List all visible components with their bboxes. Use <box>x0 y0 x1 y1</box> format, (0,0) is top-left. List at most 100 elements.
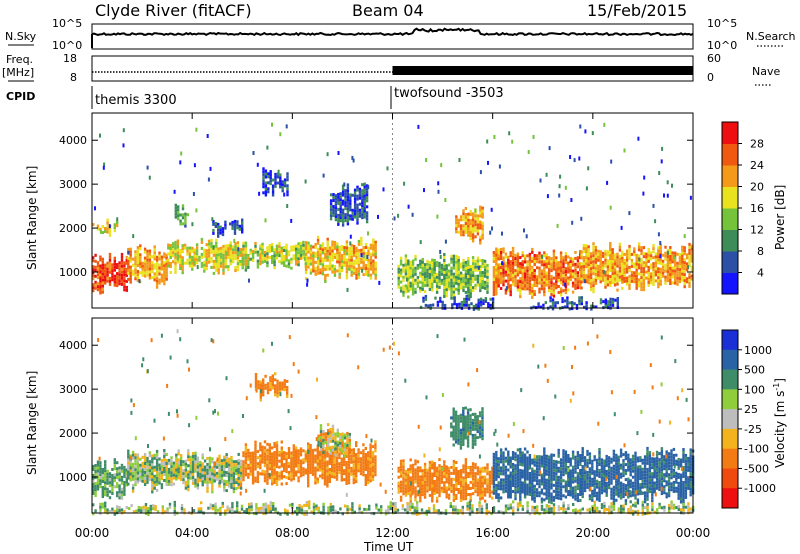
scatter-cell <box>556 223 559 228</box>
range-gate-cell-2 <box>222 253 225 257</box>
range-gate-cell-1 <box>134 456 137 460</box>
range-gate-cell-2 <box>362 464 365 468</box>
range-gate-cell-1 <box>143 247 147 251</box>
range-gate-cell-4 <box>333 264 337 268</box>
range-gate-cell-2 <box>357 469 360 473</box>
range-gate-cell-2 <box>195 252 199 256</box>
range-gate-cell-3 <box>297 260 300 264</box>
range-gate-cell-5 <box>443 490 446 494</box>
range-gate-cell-3 <box>251 259 255 262</box>
range-gate-cell-2 <box>273 469 276 472</box>
range-gate-cell-2 <box>290 472 293 476</box>
range-gate-cell-1 <box>225 474 228 478</box>
range-gate-cell-7 <box>495 289 498 293</box>
range-gate-cell-8 <box>621 274 624 278</box>
range-gate-cell-5 <box>404 257 408 261</box>
range-gate-cell-1 <box>232 466 236 470</box>
range-gate-cell-5 <box>457 473 460 476</box>
range-gate-cell-13 <box>365 220 369 224</box>
range-gate-cell-7 <box>519 271 522 275</box>
range-gate-cell-5 <box>481 478 484 482</box>
range-gate-cell-1 <box>220 477 224 481</box>
range-gate-cell-2 <box>263 452 267 456</box>
scatter-cell <box>196 265 199 270</box>
range-gate-cell-4 <box>321 269 325 273</box>
range-gate-cell-1 <box>215 471 219 475</box>
range-gate-cell-3 <box>271 249 274 252</box>
range-gate-cell-4 <box>374 246 377 250</box>
range-gate-cell-12 <box>217 231 220 235</box>
range-gate-cell-3 <box>317 440 320 444</box>
range-gate-cell-2 <box>285 452 288 456</box>
range-gate-cell-13 <box>341 208 345 212</box>
range-gate-cell-2 <box>263 446 267 450</box>
range-gate-cell-7 <box>523 287 527 291</box>
range-gate-cell-5 <box>443 472 446 476</box>
range-gate-cell-1 <box>160 477 164 481</box>
range-gate-cell-1 <box>158 257 161 261</box>
range-gate-cell-1 <box>167 482 171 486</box>
range-gate-cell-5 <box>428 475 432 479</box>
range-gate-cell-7 <box>555 262 558 266</box>
range-gate-cell-3 <box>319 424 323 428</box>
range-gate-cell-2 <box>217 262 220 266</box>
range-gate-cell-5 <box>397 282 400 286</box>
range-gate-cell-4 <box>304 247 308 251</box>
range-gate-cell-2 <box>347 457 351 461</box>
range-gate-cell-8 <box>640 267 643 271</box>
range-gate-cell-2 <box>323 470 327 474</box>
range-gate-cell-1 <box>155 282 159 286</box>
range-gate-cell-13 <box>339 195 342 199</box>
range-gate-cell-4 <box>336 251 339 255</box>
range-gate-cell-5 <box>433 468 436 471</box>
range-gate-cell-5 <box>409 467 412 471</box>
range-gate-cell-8 <box>594 266 598 270</box>
range-gate-cell-2 <box>321 467 324 471</box>
range-gate-cell-13 <box>365 187 369 191</box>
range-gate-cell-2 <box>229 247 232 251</box>
range-gate-cell-5 <box>469 486 472 490</box>
range-gate-cell-7 <box>557 285 560 288</box>
range-gate-cell-7 <box>576 256 580 260</box>
range-gate-cell-5 <box>467 472 470 475</box>
range-gate-cell-8 <box>616 255 619 259</box>
range-gate-cell-2 <box>254 476 257 480</box>
range-gate-cell-5 <box>491 478 494 482</box>
range-gate-cell-5 <box>426 477 429 481</box>
range-gate-cell-1 <box>146 249 149 253</box>
range-gate-cell-6 <box>481 221 484 225</box>
range-gate-cell-5 <box>421 269 424 273</box>
range-gate-cell-2 <box>219 258 223 262</box>
range-gate-cell-1 <box>191 476 195 479</box>
range-gate-cell-6 <box>476 214 480 218</box>
range-gate-cell-4 <box>357 272 361 276</box>
range-gate-cell-13 <box>339 192 342 196</box>
range-gate-cell-2 <box>188 252 192 256</box>
range-gate-cell-13 <box>341 214 345 218</box>
range-gate-cell-8 <box>597 267 600 271</box>
range-gate-cell-2 <box>333 466 336 470</box>
range-gate-cell-3 <box>285 255 288 259</box>
range-gate-cell-5 <box>455 260 458 264</box>
range-gate-cell-6 <box>462 419 465 422</box>
range-gate-cell-3 <box>251 250 255 253</box>
range-gate-cell-5 <box>435 287 439 291</box>
range-gate-cell-1 <box>163 461 166 464</box>
range-gate-cell-2 <box>345 473 348 476</box>
range-gate-cell-7 <box>574 274 577 278</box>
range-gate-cell-6 <box>471 421 475 425</box>
range-gate-cell-12 <box>241 218 244 222</box>
range-gate-cell-6 <box>454 440 458 444</box>
range-gate-cell-2 <box>219 249 223 253</box>
range-gate-cell-5 <box>414 269 417 273</box>
range-gate-cell-8 <box>652 277 655 281</box>
range-gate-cell-1 <box>141 270 144 274</box>
range-gate-cell-8 <box>599 265 602 269</box>
range-gate-cell-5 <box>447 272 451 276</box>
range-gate-cell-3 <box>317 443 320 447</box>
range-gate-cell-2 <box>285 455 288 459</box>
range-gate-cell-2 <box>292 459 295 463</box>
range-gate-cell-5 <box>464 476 468 480</box>
range-gate-cell-4 <box>278 381 282 385</box>
range-gate-cell-2 <box>345 464 348 467</box>
